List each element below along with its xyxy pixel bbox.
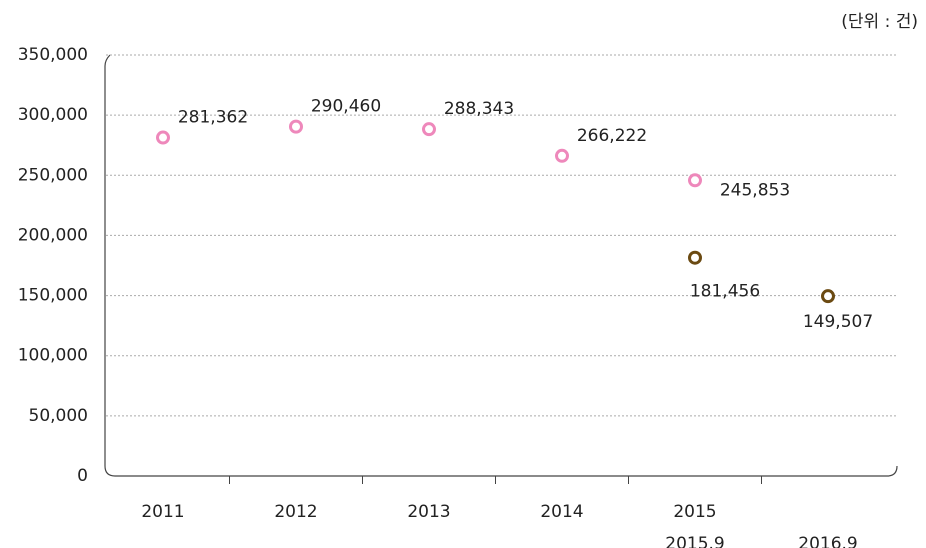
data-label: 266,222 (577, 126, 647, 146)
data-label: 281,362 (178, 108, 248, 128)
data-label: 181,456 (690, 282, 760, 302)
unit-note: (단위 : 건) (841, 12, 918, 32)
axes (104, 54, 898, 477)
x-tick-label: 2015 (673, 502, 716, 522)
y-tick-label: 0 (77, 466, 88, 486)
marker (156, 130, 170, 145)
x-sub-label: 2016.9 (798, 534, 857, 548)
data-label: 245,853 (720, 180, 790, 200)
marker (688, 250, 702, 265)
marker (821, 289, 835, 304)
x-tick-label: 2013 (407, 502, 450, 522)
x-sub-label: 2015.9 (665, 534, 724, 548)
y-tick-label: 250,000 (18, 165, 88, 185)
y-tick-label: 50,000 (29, 406, 88, 426)
y-tick-label: 100,000 (18, 346, 88, 366)
x-tick-label: 2012 (274, 502, 317, 522)
data-label: 290,460 (311, 97, 381, 117)
x-tick-label: 2011 (141, 502, 184, 522)
marker (688, 173, 702, 188)
data-label: 149,507 (803, 312, 873, 332)
y-tick-label: 300,000 (18, 105, 88, 125)
marker (422, 122, 436, 137)
data-label: 288,343 (444, 99, 514, 119)
y-tick-label: 350,000 (18, 45, 88, 65)
marker (289, 119, 303, 134)
marker (555, 148, 569, 163)
y-tick-label: 200,000 (18, 225, 88, 245)
x-tick-label: 2014 (540, 502, 583, 522)
y-tick-label: 150,000 (18, 286, 88, 306)
